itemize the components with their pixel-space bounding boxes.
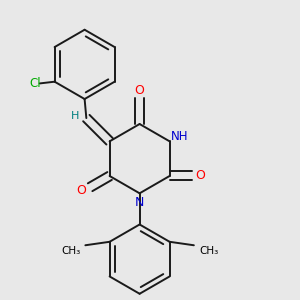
Text: Cl: Cl [30,77,41,90]
Text: O: O [195,169,205,182]
Text: CH₃: CH₃ [61,247,80,256]
Text: CH₃: CH₃ [199,247,218,256]
Text: O: O [76,184,86,197]
Text: H: H [71,111,80,121]
Text: O: O [135,84,145,97]
Text: N: N [135,196,144,209]
Text: NH: NH [171,130,189,142]
